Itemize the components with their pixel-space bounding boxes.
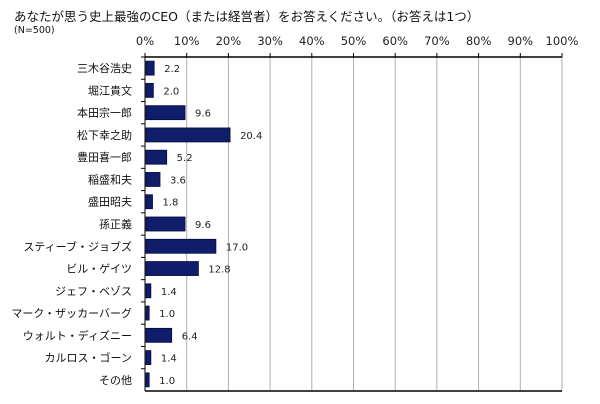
x-tick-label: 50% [341, 34, 367, 48]
value-label: 17.0 [226, 242, 248, 253]
sample-size-note: (N=500) [14, 25, 55, 36]
value-label: 1.4 [161, 287, 177, 298]
value-label: 2.0 [163, 86, 179, 97]
bar [145, 105, 186, 121]
chart-title: あなたが思う史上最強のCEO（または経営者）をお答えください。（お答えは1つ） [14, 9, 480, 24]
bar [145, 261, 199, 276]
value-label: 9.6 [195, 220, 211, 231]
x-tick-label: 0% [136, 34, 154, 48]
category-label: 盛田昭夫 [88, 195, 132, 209]
bar [145, 194, 153, 210]
bar [145, 372, 150, 388]
x-tick-label: 90% [508, 34, 534, 48]
x-tick-label: 10% [174, 34, 200, 48]
value-label: 1.0 [159, 376, 175, 387]
value-label: 12.8 [208, 265, 230, 276]
category-label: 稲盛和夫 [88, 172, 132, 186]
value-label: 20.4 [240, 131, 262, 142]
value-label: 2.2 [164, 64, 180, 75]
value-label: 9.6 [195, 109, 211, 120]
category-label: マーク・ザッカーバーグ [11, 306, 132, 320]
category-label: スティーブ・ジョブズ [23, 239, 132, 253]
x-tick-label: 100% [546, 34, 579, 48]
value-label: 6.4 [182, 331, 198, 342]
category-label: ビル・ゲイツ [66, 263, 132, 276]
value-label: 5.2 [177, 153, 193, 164]
bar [145, 127, 231, 143]
value-label: 1.0 [159, 309, 175, 320]
category-label: ジェフ・ベゾス [55, 285, 132, 298]
x-tick-label: 20% [216, 34, 242, 48]
bar [145, 327, 173, 343]
x-tick-label: 30% [257, 34, 283, 48]
bar [145, 149, 168, 165]
value-label: 1.4 [161, 354, 177, 365]
bar [145, 216, 186, 232]
bar [145, 60, 155, 76]
category-label: 豊田喜一郎 [77, 150, 132, 164]
category-label: 孫正義 [99, 217, 132, 231]
category-label: 松下幸之助 [77, 128, 132, 142]
category-label: カルロス・ゴーン [45, 351, 132, 365]
bar [145, 283, 152, 299]
category-label: 本田宗一郎 [77, 106, 132, 120]
x-tick-label: 80% [466, 34, 492, 48]
x-tick-label: 60% [382, 34, 408, 48]
category-label: ウォルト・ディズニー [23, 328, 132, 342]
category-label: 堀江貴文 [88, 83, 132, 97]
bar [145, 83, 154, 98]
category-label: その他 [99, 374, 132, 387]
bar [145, 238, 217, 254]
bar [145, 350, 152, 366]
x-tick-label: 40% [299, 34, 325, 48]
bar [145, 305, 150, 321]
value-label: 1.8 [163, 198, 179, 209]
category-label: 三木谷浩史 [77, 62, 132, 75]
value-label: 3.6 [170, 175, 186, 186]
x-tick-label: 70% [424, 34, 450, 48]
bar [145, 172, 161, 187]
